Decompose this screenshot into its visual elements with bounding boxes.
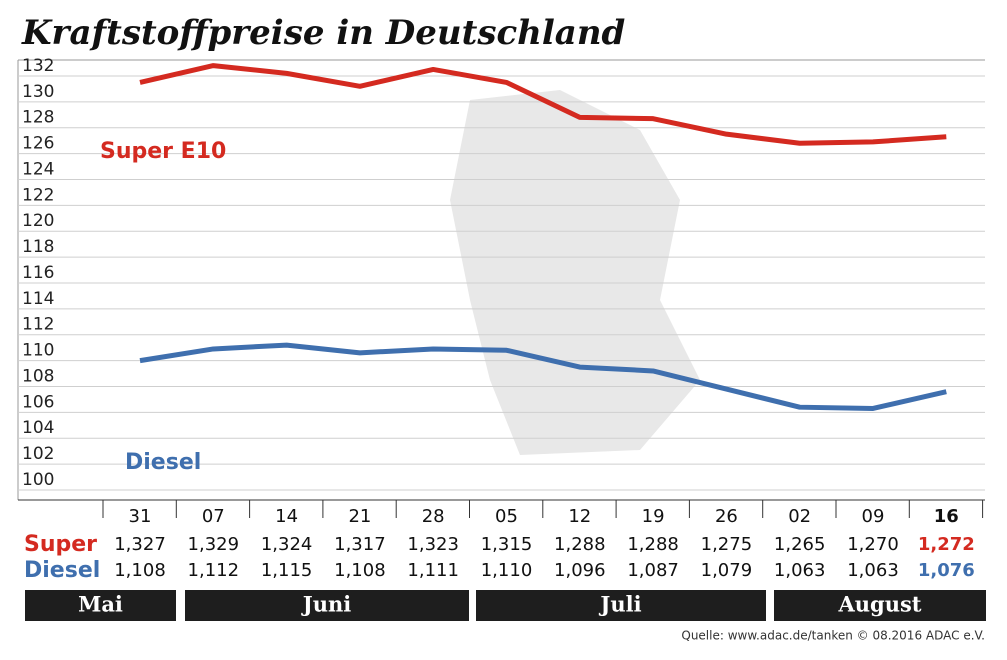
y-tick-label: 120 (22, 211, 54, 231)
table-cell: 1,076 (918, 560, 975, 581)
table-cell: 1,112 (188, 560, 240, 581)
table-cell: 1,288 (554, 534, 606, 555)
table-cell: 1,323 (407, 534, 459, 555)
x-tick-label: 21 (348, 506, 371, 527)
table-cell: 1,317 (334, 534, 386, 555)
x-tick-label: 26 (715, 506, 738, 527)
series-label: Diesel (125, 450, 201, 475)
table-cell: 1,327 (114, 534, 166, 555)
x-tick-label: 09 (862, 506, 885, 527)
month-bar (185, 590, 469, 621)
month-bar (25, 590, 176, 621)
month-label: Juni (301, 592, 351, 617)
y-tick-label: 128 (22, 108, 54, 128)
row-label: Diesel (24, 558, 100, 583)
y-tick-label: 102 (22, 444, 54, 464)
month-label: Juli (598, 592, 641, 617)
y-tick-label: 126 (22, 134, 54, 154)
x-tick-label: 02 (788, 506, 811, 527)
source-note: Quelle: www.adac.de/tanken © 08.2016 ADA… (681, 629, 985, 643)
table-cell: 1,110 (481, 560, 533, 581)
table-cell: 1,265 (774, 534, 826, 555)
x-tick-label: 05 (495, 506, 518, 527)
x-tick-label: 07 (202, 506, 225, 527)
x-tick-label: 28 (422, 506, 445, 527)
month-label: August (837, 592, 921, 617)
row-label: Super (24, 532, 97, 557)
month-label: Mai (78, 592, 123, 617)
x-tick-label: 19 (642, 506, 665, 527)
y-tick-label: 100 (22, 470, 54, 490)
x-tick-label: 14 (275, 506, 298, 527)
y-tick-label: 106 (22, 392, 54, 412)
y-tick-label: 114 (22, 289, 54, 309)
y-tick-label: 104 (22, 418, 54, 438)
table-cell: 1,315 (481, 534, 533, 555)
y-tick-label: 108 (22, 366, 54, 386)
table-cell: 1,115 (261, 560, 313, 581)
series-label: Super E10 (100, 139, 226, 164)
y-tick-label: 112 (22, 315, 54, 335)
month-bar (774, 590, 986, 621)
table-cell: 1,096 (554, 560, 606, 581)
series-line (139, 63, 947, 146)
table-cell: 1,108 (114, 560, 166, 581)
x-tick-label: 16 (934, 506, 959, 527)
y-tick-label: 116 (22, 263, 54, 283)
table-cell: 1,063 (774, 560, 826, 581)
x-tick-label: 12 (568, 506, 591, 527)
table-cell: 1,329 (188, 534, 240, 555)
month-bar (476, 590, 766, 621)
y-tick-label: 110 (22, 341, 54, 361)
y-tick-label: 130 (22, 82, 54, 102)
table-cell: 1,270 (847, 534, 899, 555)
y-tick-label: 132 (22, 56, 54, 76)
table-cell: 1,272 (918, 534, 975, 555)
table-cell: 1,087 (627, 560, 679, 581)
y-tick-label: 124 (22, 159, 54, 179)
table-cell: 1,079 (701, 560, 753, 581)
y-tick-label: 122 (22, 185, 54, 205)
table-cell: 1,324 (261, 534, 313, 555)
table-cell: 1,288 (627, 534, 679, 555)
table-cell: 1,063 (847, 560, 899, 581)
x-tick-label: 31 (129, 506, 152, 527)
table-cell: 1,275 (701, 534, 753, 555)
y-tick-label: 118 (22, 237, 54, 257)
chart-title: Kraftstoffpreise in Deutschland (21, 13, 626, 53)
table-cell: 1,111 (407, 560, 459, 581)
table-cell: 1,108 (334, 560, 386, 581)
series-line (139, 342, 947, 411)
map-shape (450, 90, 700, 455)
